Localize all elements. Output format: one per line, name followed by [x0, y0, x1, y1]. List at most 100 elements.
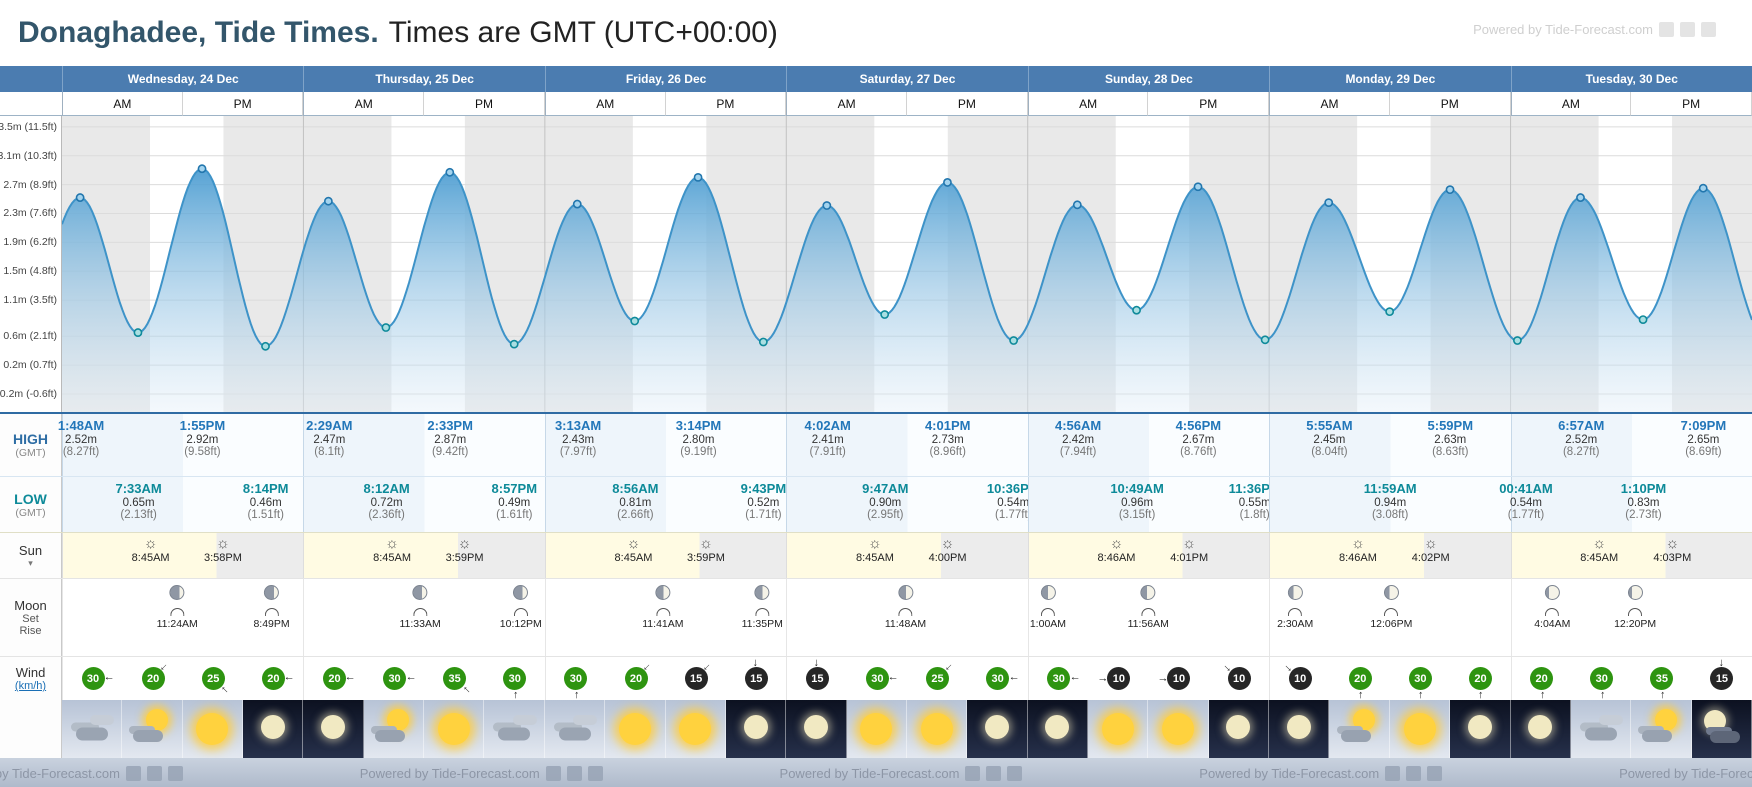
weather-icon-sunny	[1148, 700, 1209, 758]
low-cell-5: 11:59AM 0.94m (3.08ft)	[1269, 477, 1511, 532]
tide-height-m: 0.96m	[1121, 497, 1154, 509]
y-tick-6: 1.1m (3.5ft)	[3, 294, 57, 307]
tide-time: 3:13AM	[554, 418, 602, 433]
wind-unit-link[interactable]: (km/h)	[14, 680, 47, 692]
tide-high-marker	[1193, 182, 1203, 192]
sunset-time: 3:59PM	[445, 552, 484, 564]
moon-cell-6: 4:04AM 12:20PM	[1510, 579, 1752, 656]
tide-height-m: 0.83m	[1627, 497, 1660, 509]
low-tide-entry: 11:59AM 0.94m (3.08ft)	[1364, 481, 1417, 521]
day-header-3: Saturday, 27 Dec	[786, 66, 1027, 92]
wind-direction-arrow: →	[811, 657, 824, 668]
sunset-time: 4:02PM	[1411, 552, 1450, 564]
ampm-pm-0: PM	[182, 92, 304, 116]
tide-height-m: 0.65m	[122, 497, 155, 509]
share-icon[interactable]	[1701, 22, 1716, 37]
moon-row-label: Moon Set Rise	[0, 579, 62, 656]
low-tide-entry: 10:36PM 0.54m (1.77ft)	[987, 481, 1040, 521]
wind-direction-arrow: →	[1157, 672, 1169, 684]
low-tide-entry: 1:10PM 0.83m (2.73ft)	[1621, 481, 1667, 521]
footer-social-icon	[1427, 765, 1443, 781]
weather-icon-night	[1269, 700, 1330, 758]
moon-cell-4: 1:00AM 11:56AM	[1027, 579, 1270, 656]
tide-height-ft: (8.04ft)	[1311, 446, 1348, 458]
moon-phase-icon	[513, 585, 529, 600]
moon-cell-0: 11:24AM 8:49PM	[62, 579, 304, 656]
share-icon[interactable]	[1680, 22, 1695, 37]
wind-badge: 20 →	[624, 659, 656, 690]
tide-time: 8:56AM	[612, 481, 659, 496]
high-tide-entry: 3:14PM 2.80m (9.19ft)	[676, 418, 722, 458]
sun-cell-6: ☼ 8:45AM ☼ 4:03PM	[1510, 533, 1752, 578]
moonrise-set-icon	[1545, 608, 1560, 616]
tide-height-m: 0.54m	[1510, 497, 1542, 509]
tide-time: 10:49AM	[1110, 481, 1164, 496]
tide-height-ft: (2.73ft)	[1625, 509, 1662, 521]
weather-icon-night	[786, 700, 847, 758]
tide-low-marker	[133, 328, 143, 337]
high-tide-entry: 7:09PM 2.65m (8.69ft)	[1681, 418, 1727, 458]
ampm-pm-2: PM	[665, 92, 787, 116]
sunrise-time: 8:45AM	[1580, 552, 1619, 564]
sunrise-time: 8:45AM	[373, 552, 412, 564]
wind-direction-arrow: →	[639, 659, 656, 676]
moon-time: 11:35PM	[741, 618, 783, 630]
tide-height-ft: (8.76ft)	[1180, 446, 1217, 458]
wind-direction-arrow: →	[1716, 657, 1729, 668]
tide-time: 4:56AM	[1055, 418, 1102, 433]
moon-entry: 8:49PM	[253, 585, 290, 630]
weather-icon-partly	[1631, 700, 1692, 758]
low-tide-row: LOW (GMT) 7:33AM 0.65m (2.13ft) 8:14PM 0.46m…	[0, 476, 1752, 532]
moonrise-set-icon	[898, 608, 913, 616]
wind-direction-arrow: →	[699, 659, 716, 676]
moon-phase-icon	[412, 585, 428, 600]
tide-height-m: 0.46m	[249, 497, 282, 509]
weather-icon-night	[1208, 700, 1270, 758]
weather-icon-night	[1450, 700, 1511, 758]
wind-label: Wind	[15, 665, 46, 680]
tide-time: 9:47AM	[862, 481, 909, 496]
weather-icon-night	[243, 700, 304, 758]
share-icon[interactable]	[1659, 22, 1674, 37]
tide-height-ft: (9.19ft)	[680, 446, 717, 458]
wind-row: Wind (km/h) 30 → 20 → 25 → 20 → 20 → 30 → 35 → 30 → 30 → 2…	[0, 656, 1752, 700]
tide-low-marker	[880, 310, 890, 319]
wind-direction-arrow: →	[750, 657, 763, 668]
tide-low-marker	[1513, 336, 1522, 345]
sun-caret-icon[interactable]: ▾	[28, 557, 33, 568]
footer-social-icon	[146, 765, 162, 781]
low-tide-entry: 8:14PM 0.46m (1.51ft)	[243, 481, 289, 521]
sunset-time: 4:00PM	[928, 552, 967, 564]
wind-cell-1: 20 → 30 → 35 → 30 →	[303, 657, 544, 700]
sunrise-time: 8:46AM	[1097, 552, 1136, 564]
moon-phase-icon	[897, 585, 913, 600]
moon-entry: 11:41AM	[642, 585, 684, 630]
low-cell-0: 7:33AM 0.65m (2.13ft) 8:14PM 0.46m (1.51ft)	[62, 477, 304, 532]
ampm-am-0: AM	[62, 92, 183, 116]
weather-row-stub	[0, 700, 62, 758]
sun-row: Sun ▾ ☼ 8:45AM ☼ 3:58PM ☼ 8:45AM ☼ 3:59PM ☼ 8:45A…	[0, 532, 1752, 578]
high-cell-1: 2:29AM 2.47m (8.1ft) 2:33PM 2.87m (9.42ft)	[303, 414, 545, 476]
moon-phase-icon	[1627, 585, 1643, 600]
y-tick-2: 2.7m (8.9ft)	[3, 178, 57, 191]
moonrise-set-icon	[170, 608, 185, 616]
wind-cell-0: 30 → 20 → 25 → 20 →	[62, 657, 303, 700]
footer-powered-by: Powered by Tide-Forecast.com	[1199, 765, 1443, 781]
moon-cell-5: 2:30AM 12:06PM	[1269, 579, 1511, 656]
tide-high-marker	[693, 172, 703, 182]
moon-time: 12:20PM	[1614, 618, 1657, 630]
moonrise-set-icon	[655, 608, 670, 616]
wind-direction-arrow: →	[1281, 658, 1298, 675]
tide-time: 7:09PM	[1680, 418, 1727, 433]
powered-by-top-text: Powered by Tide-Forecast.com	[1473, 22, 1653, 37]
sunrise-icon: ☼	[626, 535, 641, 552]
wind-cell-4: 30 → 10 → 10 → 10 →	[1027, 657, 1269, 700]
ampm-am-2: AM	[544, 92, 666, 116]
tide-height-ft: (8.1ft)	[314, 446, 345, 458]
moonrise-set-icon	[513, 608, 528, 616]
high-tide-row: HIGH (GMT) 1:48AM 2.52m (8.27ft) 1:55PM 2.92…	[0, 412, 1752, 476]
wind-direction-arrow: →	[1097, 672, 1109, 684]
weather-icon-partly	[363, 700, 425, 758]
wind-badge: 10 →	[1157, 667, 1191, 690]
